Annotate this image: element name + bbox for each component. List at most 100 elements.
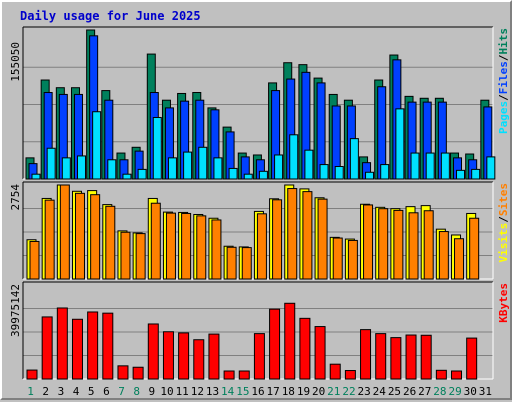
- sites-bar: [165, 212, 176, 280]
- pages-bar: [349, 138, 359, 180]
- pages-bar: [228, 167, 238, 180]
- day-label: 10: [160, 385, 173, 398]
- day-label: 24: [373, 385, 387, 398]
- kbytes-bar: [117, 365, 129, 380]
- sites-bar: [469, 217, 480, 280]
- panel-1-legend: Pages/Files/Hits: [497, 28, 510, 134]
- pages-bar: [76, 155, 86, 180]
- kbytes-bar: [420, 334, 432, 380]
- sites-bar: [408, 212, 419, 280]
- pages-bar: [319, 164, 329, 180]
- sites-bar: [29, 240, 40, 280]
- sites-bar: [74, 192, 85, 280]
- sites-bar: [363, 204, 374, 280]
- day-label: 21: [327, 385, 340, 398]
- day-label: 31: [479, 385, 492, 398]
- pages-bar: [213, 157, 223, 180]
- sites-bar: [272, 199, 283, 280]
- sites-bar: [302, 191, 313, 280]
- day-label: 20: [312, 385, 325, 398]
- pages-bar: [304, 149, 314, 180]
- panel-2-max-label: 2754: [9, 184, 22, 211]
- pages-bar: [456, 169, 466, 180]
- kbytes-bar: [147, 323, 159, 380]
- kbytes-bar: [162, 331, 174, 380]
- pages-bar: [31, 173, 41, 180]
- sites-bar: [378, 208, 389, 280]
- legend-entry: Sites: [497, 183, 510, 216]
- legend-entry: Hits: [497, 28, 510, 55]
- legend-entry: Visits: [497, 223, 510, 263]
- kbytes-bar: [314, 326, 326, 380]
- day-label: 4: [73, 385, 80, 398]
- kbytes-bar: [360, 329, 372, 380]
- kbytes-bar: [132, 366, 144, 380]
- pages-bar: [425, 152, 435, 180]
- sites-bar: [438, 231, 449, 280]
- kbytes-bar: [466, 337, 478, 380]
- legend-entry: Files: [497, 61, 510, 94]
- kbytes-bar: [451, 370, 463, 380]
- day-label: 6: [103, 385, 110, 398]
- kbytes-bar: [223, 370, 235, 380]
- sites-bar: [150, 202, 161, 280]
- pages-bar: [395, 108, 405, 180]
- sites-bar: [347, 239, 358, 280]
- day-label: 8: [133, 385, 140, 398]
- legend-entry: /: [497, 216, 510, 223]
- day-label: 14: [221, 385, 235, 398]
- panel-1-max-label: 155050: [9, 42, 22, 82]
- pages-bar: [365, 171, 375, 180]
- day-label: 22: [342, 385, 355, 398]
- sites-bar: [105, 205, 116, 280]
- pages-bar: [183, 151, 193, 180]
- day-label: 1: [27, 385, 34, 398]
- sites-bar: [226, 246, 237, 280]
- day-label: 26: [403, 385, 416, 398]
- pages-bar: [258, 170, 268, 180]
- pages-bar: [198, 146, 208, 180]
- pages-bar: [289, 134, 299, 180]
- sites-bar: [287, 188, 298, 280]
- sites-bar: [332, 237, 343, 280]
- legend-entry: /: [497, 94, 510, 101]
- pages-bar: [334, 166, 344, 180]
- legend-entry: KBytes: [497, 283, 510, 323]
- day-label: 25: [388, 385, 401, 398]
- pages-bar: [107, 159, 117, 180]
- day-label: 28: [433, 385, 446, 398]
- day-label: 29: [448, 385, 461, 398]
- day-label: 27: [418, 385, 431, 398]
- sites-bar: [90, 194, 101, 280]
- kbytes-bar: [87, 311, 99, 380]
- kbytes-bar: [102, 312, 114, 380]
- day-label: 15: [236, 385, 249, 398]
- sites-bar: [454, 238, 465, 280]
- chart-title: Daily usage for June 2025: [20, 9, 201, 23]
- pages-bar: [380, 164, 390, 180]
- pages-bar: [471, 168, 481, 180]
- day-label: 7: [118, 385, 125, 398]
- kbytes-bar: [193, 339, 205, 380]
- day-label: 23: [358, 385, 371, 398]
- legend-entry: Pages: [497, 101, 510, 134]
- day-label: 16: [251, 385, 264, 398]
- pages-bar: [46, 147, 56, 180]
- kbytes-bar: [299, 317, 311, 380]
- panel-3-max-label: 39975142: [9, 284, 22, 337]
- day-label: 17: [267, 385, 280, 398]
- sites-bar: [317, 198, 328, 280]
- pages-bar: [440, 152, 450, 180]
- kbytes-bar: [71, 318, 83, 380]
- panel-2-legend: Visits/Sites: [497, 183, 510, 263]
- pages-bar: [152, 116, 162, 180]
- sites-bar: [393, 209, 404, 280]
- sites-bar: [196, 215, 207, 280]
- kbytes-bar: [56, 307, 68, 380]
- pages-bar: [167, 157, 177, 180]
- kbytes-bar: [344, 370, 356, 380]
- kbytes-bar: [284, 302, 296, 380]
- pages-bar: [92, 111, 102, 180]
- day-label: 13: [206, 385, 219, 398]
